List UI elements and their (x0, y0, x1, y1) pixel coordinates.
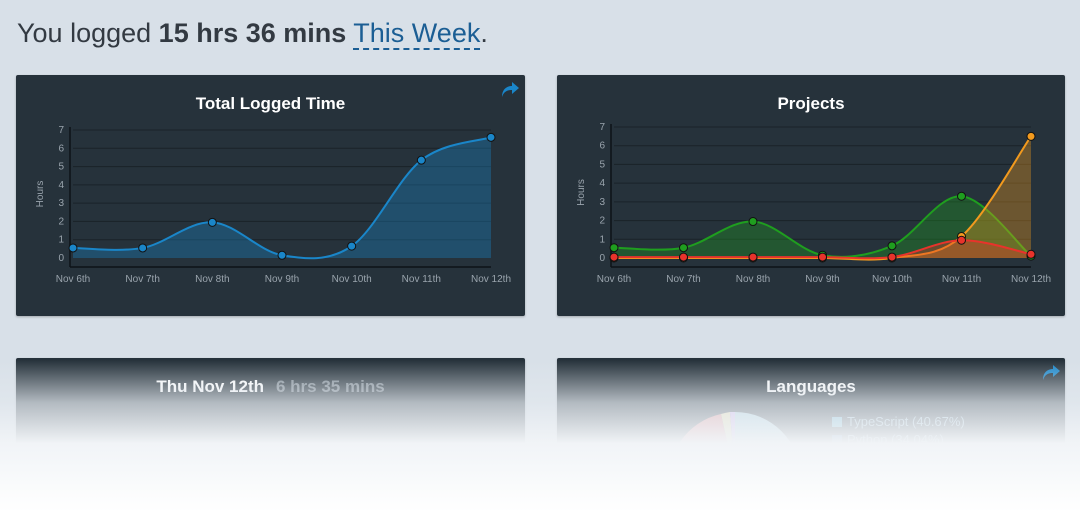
data-point (68, 243, 78, 253)
x-tick-label: Nov 11th (402, 274, 441, 285)
data-point (957, 191, 966, 201)
data-point (679, 243, 688, 253)
data-point (609, 252, 619, 262)
x-tick-label: Nov 8th (736, 274, 770, 285)
total-time-card: Total Logged Time 0 1 2 3 4 5 6 7 Hours Nov 6th No… (16, 75, 525, 316)
data-point (277, 250, 287, 260)
y-tick-label: 7 (58, 125, 64, 136)
data-point (347, 241, 357, 251)
total-time-chart: 0 1 2 3 4 5 6 7 Hours Nov 6th Nov 7th Nov 8th Nov 9t… (35, 125, 511, 285)
data-point (1026, 249, 1036, 259)
data-point (1026, 131, 1036, 141)
x-tick-label: Nov 8th (195, 274, 229, 285)
data-point (138, 243, 148, 253)
legend-item-python[interactable]: Python (34.04%) (832, 432, 944, 447)
day-card: Thu Nov 12th 6 hrs 35 mins (16, 358, 525, 512)
x-tick-label: Nov 7th (666, 274, 700, 285)
y-axis-label: Hours (576, 179, 587, 206)
y-tick-label: 5 (599, 159, 605, 170)
data-point (887, 252, 897, 262)
data-point (818, 252, 827, 262)
y-axis-label: Hours (35, 181, 46, 208)
share-arrow-icon[interactable] (500, 80, 520, 98)
data-point (887, 241, 897, 251)
y-tick-label: 6 (599, 141, 605, 152)
date-range-link[interactable]: This Week (353, 18, 481, 50)
series-area (614, 240, 1031, 259)
projects-card: Projects 0 1 2 3 4 5 6 7 Hours Nov 6th Nov 7th Nov … (557, 75, 1065, 316)
y-tick-label: 7 (599, 122, 605, 133)
total-logged-time: 15 hrs 36 mins (158, 18, 347, 48)
y-tick-label: 0 (599, 253, 605, 264)
day-donut-chart (184, 451, 368, 512)
legend-swatch (832, 417, 842, 427)
y-tick-label: 0 (58, 253, 64, 264)
legend-item-typescript[interactable]: TypeScript (40.67%) (832, 414, 965, 429)
languages-card: Languages TypeScript (40.67%) Python (34… (557, 358, 1065, 512)
x-tick-label: Nov 7th (125, 274, 159, 285)
x-tick-label: Nov 12th (471, 274, 511, 285)
total-time-title: Total Logged Time (195, 94, 346, 113)
y-tick-label: 6 (58, 143, 64, 154)
y-tick-label: 1 (599, 234, 605, 245)
legend-label: TypeScript (40.67%) (847, 414, 965, 429)
data-point (486, 132, 496, 142)
x-tick-label: Nov 10th (332, 274, 372, 285)
legend-swatch (832, 435, 842, 445)
y-tick-label: 5 (58, 162, 64, 173)
languages-pie-chart (680, 411, 801, 478)
x-tick-label: Nov 9th (265, 274, 299, 285)
data-point (416, 155, 426, 165)
x-tick-label: Nov 11th (942, 274, 981, 285)
y-tick-label: 1 (58, 235, 64, 246)
data-point (748, 252, 758, 262)
summary-prefix: You logged (17, 18, 152, 48)
y-tick-label: 4 (599, 178, 605, 189)
data-point (748, 217, 758, 227)
projects-title: Projects (777, 94, 845, 113)
x-tick-label: Nov 10th (872, 274, 912, 285)
y-tick-label: 2 (58, 216, 64, 227)
x-tick-label: Nov 6th (597, 274, 631, 285)
y-tick-label: 3 (58, 198, 64, 209)
x-tick-label: Nov 6th (56, 274, 90, 285)
y-tick-label: 3 (599, 197, 605, 208)
series-area (73, 137, 491, 259)
projects-chart: 0 1 2 3 4 5 6 7 Hours Nov 6th Nov 7th Nov 8th Nov 9t… (576, 122, 1051, 285)
summary-suffix: . (480, 18, 488, 48)
y-tick-label: 4 (58, 180, 64, 191)
data-point (609, 243, 619, 253)
data-point (679, 252, 688, 262)
data-point (207, 217, 217, 227)
y-tick-label: 2 (599, 216, 605, 227)
x-tick-label: Nov 9th (805, 274, 839, 285)
series-area (614, 196, 1031, 258)
x-tick-label: Nov 12th (1011, 274, 1051, 285)
legend-label: Python (34.04%) (847, 432, 944, 447)
summary-headline: You logged 15 hrs 36 mins This Week. (17, 18, 488, 50)
data-point (957, 235, 966, 245)
series-area (614, 136, 1031, 260)
